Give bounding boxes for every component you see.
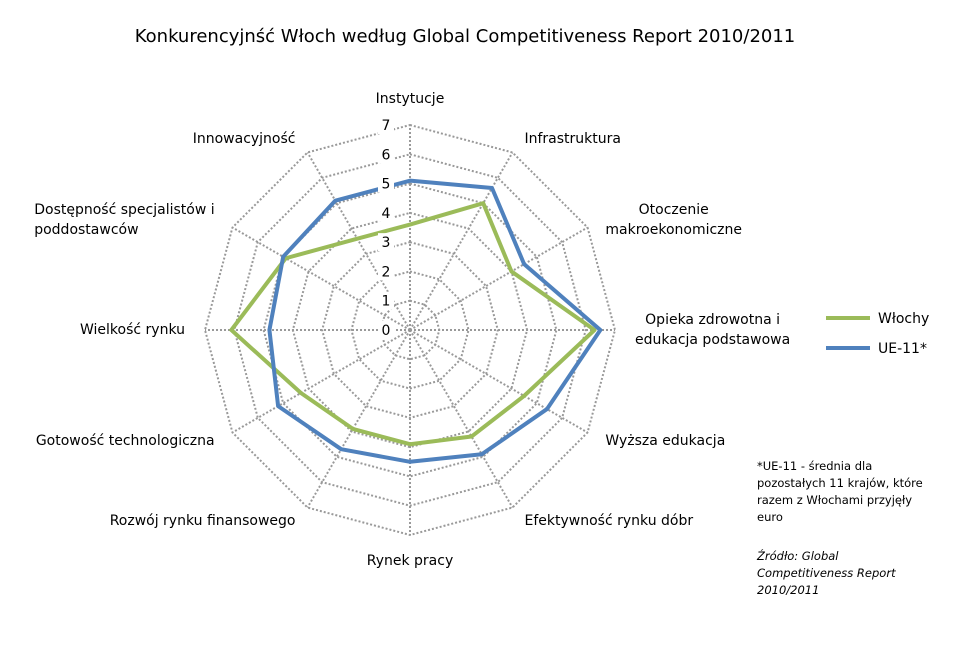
category-label: Rynek pracy <box>366 553 454 569</box>
grid-ring <box>233 153 587 507</box>
category-label: Rozwój rynku finansowego <box>109 513 296 530</box>
category-label: Otoczenie makroekonomiczne <box>605 201 743 238</box>
category-label: Innowacyjność <box>192 130 296 147</box>
grid-ring <box>350 270 470 390</box>
tick-label-bg <box>378 203 394 222</box>
tick-label: 4 <box>382 206 391 222</box>
tick-label: 7 <box>382 118 391 134</box>
tick-label-bg <box>378 321 394 339</box>
tick-label-bg <box>378 116 394 134</box>
series-line <box>229 201 597 447</box>
source: Źródło: Global Competitiveness Report 20… <box>757 549 896 597</box>
chart-title: Konkurencyjnść Włoch według Global Compe… <box>134 26 796 47</box>
legend-label: UE-11* <box>878 341 927 357</box>
tick-label: 1 <box>382 294 391 310</box>
category-label: Opieka zdrowotna i edukacja podstawowa <box>635 312 791 348</box>
tick-label-bg <box>378 145 394 164</box>
tick-label: 5 <box>382 177 391 193</box>
series-line <box>267 178 603 464</box>
category-label: Dostępność specjalistów i poddostawców <box>34 201 215 238</box>
tick-label: 6 <box>382 147 391 163</box>
tick-label-bg <box>378 233 394 252</box>
tick-label: 3 <box>382 235 391 251</box>
category-label: Instytucje <box>375 91 445 107</box>
grid-ring <box>321 241 499 419</box>
category-label: Wielkość rynku <box>79 322 185 338</box>
tick-label-bg <box>378 291 394 310</box>
category-label: Gotowość technologiczna <box>35 432 215 449</box>
tick-label: 2 <box>382 264 391 280</box>
tick-label-bg <box>378 174 394 193</box>
category-label: Infrastruktura <box>524 130 621 147</box>
legend-label: Włochy <box>878 311 929 327</box>
category-label: Wyższa edukacja <box>605 432 726 449</box>
tick-label-bg <box>378 262 394 281</box>
footnote: *UE-11 - średnia dla pozostałych 11 kraj… <box>757 459 923 524</box>
category-label: Efektywność rynku dóbr <box>524 513 694 530</box>
tick-label: 0 <box>382 323 391 339</box>
